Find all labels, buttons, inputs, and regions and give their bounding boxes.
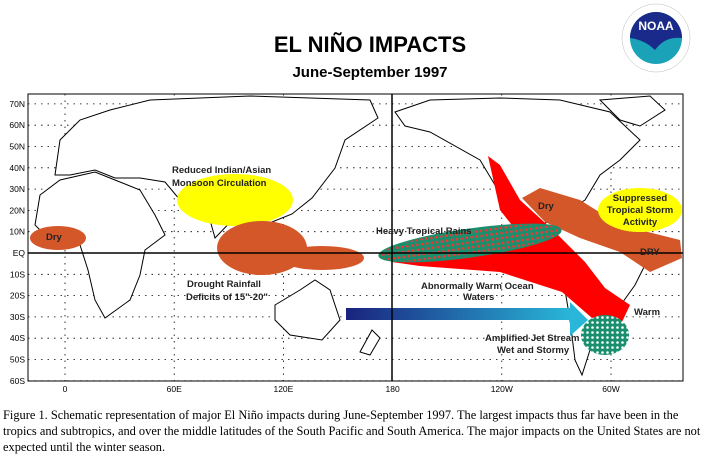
longitude-label: 0: [63, 384, 68, 394]
label-warm-waters-1: Abnormally Warm Ocean: [421, 281, 534, 292]
label-jet-1: Amplified Jet Stream: [485, 333, 580, 344]
monsoon-region: [177, 174, 293, 226]
label-central-america-dry: Dry: [538, 201, 555, 212]
label-warm: Warm: [634, 307, 660, 318]
label-storm-3: Activity: [623, 217, 658, 228]
australia: [274, 279, 341, 341]
latitude-label: 30S: [10, 312, 25, 322]
warm-ocean-region: [392, 156, 630, 322]
longitude-label: 60W: [602, 384, 619, 394]
latitude-label: 60N: [9, 120, 25, 130]
latitude-label: 50N: [9, 142, 25, 152]
noaa-logo-text: NOAA: [638, 19, 674, 33]
label-monsoon-1: Reduced Indian/Asian: [172, 165, 271, 176]
longitude-label: 120E: [273, 384, 293, 394]
impact-regions: [30, 156, 682, 355]
latitude-label: 10N: [9, 227, 25, 237]
longitude-labels: 0 60E 120E 180 120W 60W: [63, 384, 620, 394]
impact-map: NOAA: [9, 3, 691, 394]
label-africa-dry: Dry: [46, 232, 63, 243]
latitude-label: 40N: [9, 163, 25, 173]
latitude-label: 60S: [10, 376, 25, 386]
jet-stream-arrow: [346, 302, 588, 336]
longitude-label: 180: [386, 384, 400, 394]
latitude-label: 70N: [9, 99, 25, 109]
label-drought-2: Deficits of 15"-20": [186, 292, 268, 303]
label-storm-1: Suppressed: [613, 193, 668, 204]
label-monsoon-2: Monsoon Circulation: [172, 178, 267, 189]
eurasia: [54, 95, 379, 239]
label-heavy-rains: Heavy Tropical Rains: [376, 226, 472, 237]
latitude-label: 40S: [10, 333, 25, 343]
new-zealand: [359, 329, 381, 356]
longitude-label: 120W: [491, 384, 513, 394]
label-south-america-dry: DRY: [640, 247, 660, 258]
latitude-label: 50S: [10, 355, 25, 365]
latitude-label: EQ: [13, 248, 26, 258]
latitude-label: 20S: [10, 291, 25, 301]
annotations: Dry Reduced Indian/Asian Monsoon Circula…: [46, 165, 673, 356]
drought-region-east: [280, 246, 364, 270]
page-subtitle: June-September 1997: [292, 64, 448, 81]
longitude-label: 60E: [167, 384, 182, 394]
page-title: EL NIÑO IMPACTS: [273, 32, 467, 57]
label-jet-2: Wet and Stormy: [497, 345, 570, 356]
latitude-labels: 70N 60N 50N 40N 30N 20N 10N EQ 10S 20S 30S 40S 50S 60…: [9, 99, 25, 386]
noaa-logo: NOAA: [621, 3, 691, 73]
drought-region: [217, 221, 307, 275]
central-america-dry-region: [522, 188, 682, 272]
figure-caption: Figure 1. Schematic representation of ma…: [3, 408, 701, 454]
africa-dry-region: [30, 226, 86, 250]
label-drought-1: Drought Rainfall: [187, 279, 261, 290]
greenland: [598, 95, 666, 127]
storm-suppression-region: [598, 188, 682, 232]
latitude-label: 10S: [10, 269, 25, 279]
latitude-label: 30N: [9, 184, 25, 194]
south-america-wet-region: [581, 315, 629, 355]
label-warm-waters-2: Waters: [463, 292, 494, 303]
latitude-label: 20N: [9, 205, 25, 215]
label-storm-2: Tropical Storm: [607, 205, 674, 216]
